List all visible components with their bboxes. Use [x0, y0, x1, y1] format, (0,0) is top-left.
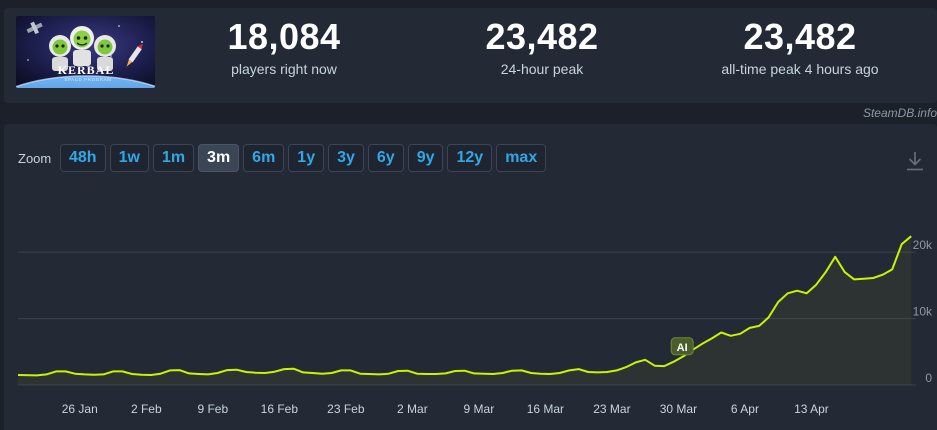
- x-tick-label: 16 Mar: [527, 402, 564, 416]
- annotation-label: AI: [677, 342, 688, 354]
- x-tick-label: 26 Jan: [62, 402, 98, 416]
- zoom-button-6m[interactable]: 6m: [243, 144, 285, 172]
- zoom-button-12y[interactable]: 12y: [447, 144, 493, 172]
- svg-text:SPACE PROGRAM: SPACE PROGRAM: [64, 77, 111, 82]
- peak-24h-label: 24-hour peak: [500, 61, 584, 77]
- x-tick-label: 23 Mar: [593, 402, 630, 416]
- zoom-button-group: 48h 1w 1m 3m 6m 1y 3y 6y 9y 12y max: [60, 144, 547, 172]
- x-tick-label: 6 Apr: [731, 402, 759, 416]
- x-tick-label: 16 Feb: [261, 402, 299, 416]
- zoom-button-6y[interactable]: 6y: [367, 144, 404, 172]
- annotation-badge: [670, 337, 694, 356]
- zoom-button-3y[interactable]: 3y: [328, 144, 364, 172]
- zoom-button-1w[interactable]: 1w: [109, 144, 149, 172]
- zoom-button-1m[interactable]: 1m: [152, 144, 195, 172]
- download-icon[interactable]: [906, 151, 924, 171]
- zoom-button-48h[interactable]: 48h: [60, 144, 106, 172]
- x-tick-label: 2 Mar: [397, 402, 428, 416]
- current-players-label: players right now: [231, 61, 337, 77]
- game-logo[interactable]: KERBAL SPACE PROGRAM: [16, 16, 155, 88]
- alltime-peak-value: 23,482: [743, 16, 857, 57]
- x-tick-label: 30 Mar: [660, 402, 697, 416]
- zoom-button-9y[interactable]: 9y: [407, 144, 444, 172]
- current-players-value: 18,084: [227, 16, 341, 57]
- x-tick-label: 9 Mar: [464, 402, 495, 416]
- x-tick-label: 9 Feb: [197, 402, 228, 416]
- annotation-marker[interactable]: AI: [670, 337, 694, 356]
- series-line[interactable]: [17, 235, 912, 377]
- zoom-button-3m[interactable]: 3m: [198, 144, 240, 172]
- zoom-label: Zoom: [18, 151, 52, 166]
- x-tick-label: 2 Feb: [131, 402, 162, 416]
- y-tick-label: 0: [925, 371, 932, 385]
- stat-24h-peak: 23,482 24-hour peak: [442, 16, 642, 78]
- stat-current-players: 18,084 players right now: [184, 16, 384, 78]
- game-logo-art: KERBAL SPACE PROGRAM: [16, 16, 155, 88]
- peak-24h-value: 23,482: [485, 16, 599, 57]
- steamdb-credit[interactable]: SteamDB.info: [862, 106, 937, 120]
- zoom-button-1y[interactable]: 1y: [288, 144, 325, 172]
- chart-panel: Zoom 48h 1w 1m 3m 6m 1y 3y 6y 9y 12y max: [4, 124, 937, 430]
- alltime-peak-label: all-time peak 4 hours ago: [721, 61, 879, 77]
- svg-text:KERBAL: KERBAL: [58, 63, 115, 77]
- x-tick-label: 23 Feb: [327, 402, 365, 416]
- y-tick-label: 20k: [913, 238, 933, 252]
- zoom-button-max[interactable]: max: [496, 144, 547, 172]
- series-area: [18, 236, 912, 385]
- y-tick-label: 10k: [913, 305, 933, 319]
- stat-alltime-peak: 23,482 all-time peak 4 hours ago: [700, 16, 900, 78]
- stats-panel: [4, 8, 937, 103]
- x-tick-label: 13 Apr: [794, 402, 829, 416]
